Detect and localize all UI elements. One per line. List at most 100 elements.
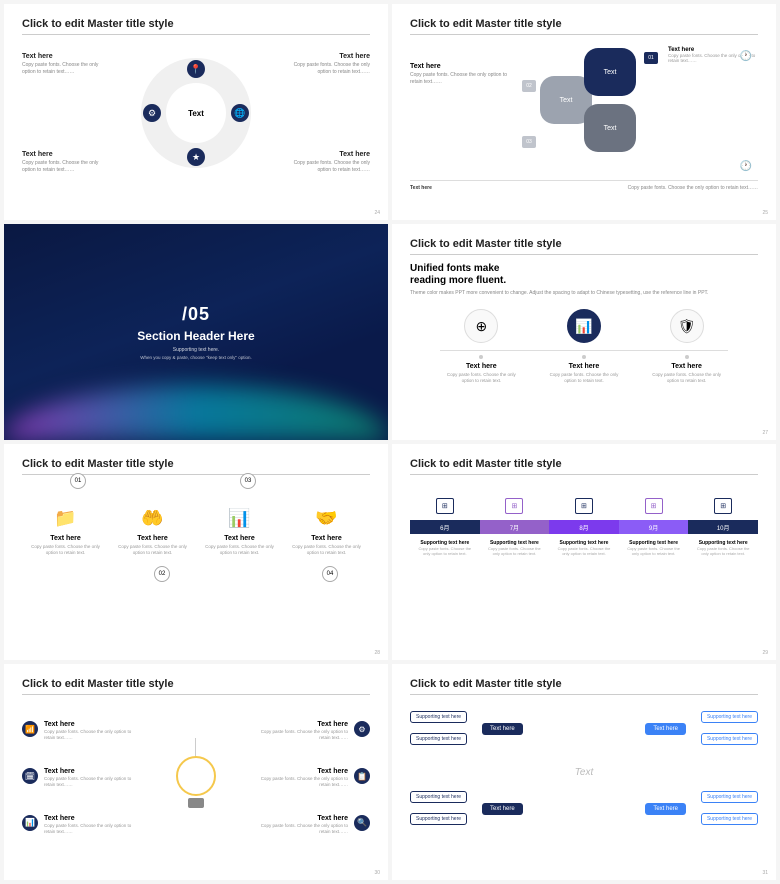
timeline-text: Supporting text hereCopy paste fonts. Ch… <box>693 540 753 557</box>
wifi-icon: 📶 <box>22 721 38 737</box>
slide-4: Click to edit Master title style Unified… <box>392 224 776 440</box>
instruction-text: When you copy & paste, choose "keep text… <box>140 355 252 360</box>
star-icon: ★ <box>187 148 205 166</box>
description: Theme color makes PPT more convenient to… <box>410 290 758 297</box>
badge: 01 <box>70 473 86 489</box>
calc-icon: ⊞ <box>505 498 523 514</box>
pin-icon: 📍 <box>187 60 205 78</box>
icon-item: ⊕ <box>441 309 521 346</box>
slide-8: Click to edit Master title style Text Te… <box>392 664 776 880</box>
icon-item: 📁Text hereCopy paste fonts. Choose the o… <box>28 508 103 556</box>
page-number: 28 <box>374 650 380 656</box>
calc-icon: ⊞ <box>645 498 663 514</box>
calc-icon: ⊞ <box>575 498 593 514</box>
leaf: Supporting text here <box>410 711 467 723</box>
circular-diagram: 📍 🌐 ★ ⚙ Text <box>141 58 251 168</box>
calc-icon: ⊞ <box>714 498 732 514</box>
icon-item: 🤝Text hereCopy paste fonts. Choose the o… <box>289 508 364 556</box>
badge: 04 <box>322 566 338 582</box>
text-block: Text hereCopy paste fonts. Choose the on… <box>22 53 112 75</box>
list-item: 📋Text hereCopy paste fonts. Choose the o… <box>260 768 370 788</box>
slide-5: Click to edit Master title style 01 02 0… <box>4 444 388 660</box>
page-number: 31 <box>762 870 768 876</box>
slide-title: Click to edit Master title style <box>22 18 370 35</box>
gear-icon: ⚙ <box>354 721 370 737</box>
icon-item: 📊 <box>544 309 624 346</box>
timeline-text: Supporting text hereCopy paste fonts. Ch… <box>484 540 544 557</box>
folder-icon: 📁 <box>28 508 103 529</box>
badge: 03 <box>240 473 256 489</box>
supporting-text: Supporting text here. <box>173 347 219 353</box>
calc-icon: ⊞ <box>436 498 454 514</box>
chart-icon: 📊 <box>567 309 601 343</box>
clock-icon: 🕐 <box>740 51 752 62</box>
leaf: Supporting text here <box>701 711 758 723</box>
shape: Text <box>584 48 636 96</box>
timeline-text: Supporting text hereCopy paste fonts. Ch… <box>624 540 684 557</box>
slide-title: Click to edit Master title style <box>410 678 758 695</box>
slide-3-section-header: /05 Section Header Here Supporting text … <box>4 224 388 440</box>
slide-7: Click to edit Master title style 📶Text h… <box>4 664 388 880</box>
page-number: 27 <box>762 430 768 436</box>
mindmap: Text Text here Text here Text here Text … <box>410 703 758 853</box>
text-block: Text hereCopy paste fonts. Choose the on… <box>22 151 112 173</box>
slide-6: Click to edit Master title style ⊞ ⊞ ⊞ ⊞… <box>392 444 776 660</box>
clock-icon: 🕐 <box>740 161 752 172</box>
handshake-icon: 🤝 <box>289 508 364 529</box>
section-title: Section Header Here <box>137 329 254 343</box>
badge: 01 <box>644 52 658 64</box>
calendar-icon: 🗓 <box>22 768 38 784</box>
leaf: Supporting text here <box>410 813 467 825</box>
leaf: Supporting text here <box>410 733 467 745</box>
list-item: 🗓Text hereCopy paste fonts. Choose the o… <box>22 768 132 788</box>
slide-title: Click to edit Master title style <box>22 458 370 475</box>
slide-title: Click to edit Master title style <box>22 678 370 695</box>
leaf: Supporting text here <box>701 791 758 803</box>
text-block: Text here Copy paste fonts. Choose the o… <box>410 63 520 85</box>
timeline-text: Supporting text hereCopy paste fonts. Ch… <box>554 540 614 557</box>
shield-icon: 🛡 <box>670 309 704 343</box>
globe-icon: 🌐 <box>231 104 249 122</box>
timeline-text: Supporting text hereCopy paste fonts. Ch… <box>415 540 475 557</box>
node: Text here <box>645 803 686 815</box>
gear-icon: ⚙ <box>143 104 161 122</box>
page-number: 24 <box>374 210 380 216</box>
lightbulb-icon <box>166 738 226 818</box>
footer-row: Text here Copy paste fonts. Choose the o… <box>410 180 758 191</box>
timeline-icons: ⊞ ⊞ ⊞ ⊞ ⊞ <box>410 498 758 514</box>
slide-title: Click to edit Master title style <box>410 458 758 475</box>
globe-icon: ⊕ <box>464 309 498 343</box>
shape: Text <box>584 104 636 152</box>
hands-icon: 🤲 <box>115 508 190 529</box>
section-number: /05 <box>182 304 210 325</box>
center-node: Text <box>575 767 594 778</box>
leaf: Supporting text here <box>410 791 467 803</box>
list-item: ⚙Text hereCopy paste fonts. Choose the o… <box>260 721 370 741</box>
list-item: 📊Text hereCopy paste fonts. Choose the o… <box>22 815 132 835</box>
icon-item: 🛡 <box>647 309 727 346</box>
slide-1: Click to edit Master title style Text he… <box>4 4 388 220</box>
search-icon: 🔍 <box>354 815 370 831</box>
node: Text here <box>482 723 523 735</box>
subtitle: Unified fonts makereading more fluent. <box>410 263 758 287</box>
list-item: 📶Text hereCopy paste fonts. Choose the o… <box>22 721 132 741</box>
icon-item: 🤲Text hereCopy paste fonts. Choose the o… <box>115 508 190 556</box>
leaf: Supporting text here <box>701 733 758 745</box>
glow-effect <box>4 385 388 440</box>
node: Text here <box>645 723 686 735</box>
chart-icon: 📊 <box>22 815 38 831</box>
clipboard-icon: 📋 <box>354 768 370 784</box>
timeline-bar: 6月 7月 8月 9月 10月 <box>410 520 758 534</box>
text-block: Text hereCopy paste fonts. Choose the on… <box>280 53 370 75</box>
page-number: 25 <box>762 210 768 216</box>
list-item: 🔍Text hereCopy paste fonts. Choose the o… <box>260 815 370 835</box>
text-block: Text hereCopy paste fonts. Choose the on… <box>280 151 370 173</box>
slide-2: Click to edit Master title style Text he… <box>392 4 776 220</box>
badge: 02 <box>522 80 536 92</box>
icon-item: 📊Text hereCopy paste fonts. Choose the o… <box>202 508 277 556</box>
slide-grid: Click to edit Master title style Text he… <box>0 0 780 884</box>
chart-icon: 📊 <box>202 508 277 529</box>
badge: 02 <box>154 566 170 582</box>
slide-title: Click to edit Master title style <box>410 238 758 255</box>
page-number: 29 <box>762 650 768 656</box>
